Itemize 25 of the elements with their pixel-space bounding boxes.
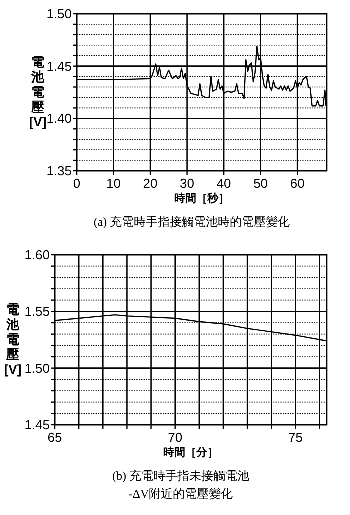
x-tick-label: 20	[143, 176, 158, 191]
y-axis-title: 電池電壓 [V]	[29, 54, 47, 130]
x-tick-label: 10	[106, 176, 121, 191]
x-axis-title: 時間［分］	[164, 446, 218, 459]
y-axis-title: 電池電壓 [V]	[4, 302, 22, 377]
x-axis-title: 時間［秒］	[174, 192, 230, 205]
x-tick-label: 40	[216, 176, 232, 191]
y-tick-label: 1.60	[24, 248, 50, 262]
text: (a) 充電時手指接觸電池時的電壓變化	[94, 215, 290, 229]
x-tick-label: 50	[254, 176, 268, 191]
y-tick-label: 1.45	[46, 58, 72, 74]
x-tick-label: 75	[288, 430, 303, 445]
y-tick-label: 1.35	[46, 164, 72, 178]
y-tick-label: 1.50	[24, 360, 50, 376]
y-tick-label: 1.45	[24, 418, 50, 432]
y-tick-label: 1.50	[46, 6, 72, 22]
text: (b) 充電時手指未接觸電池	[112, 469, 250, 483]
x-tick-label: 0	[73, 176, 81, 191]
y-tick-label: 1.40	[46, 111, 72, 126]
y-tick-label: 1.55	[24, 304, 50, 320]
x-tick-label: 30	[180, 176, 195, 191]
x-tick-label: 65	[48, 430, 62, 445]
x-tick-label: 60	[290, 176, 305, 191]
text: -ΔV附近的電壓變化	[128, 487, 234, 501]
x-tick-label: 70	[168, 430, 183, 445]
